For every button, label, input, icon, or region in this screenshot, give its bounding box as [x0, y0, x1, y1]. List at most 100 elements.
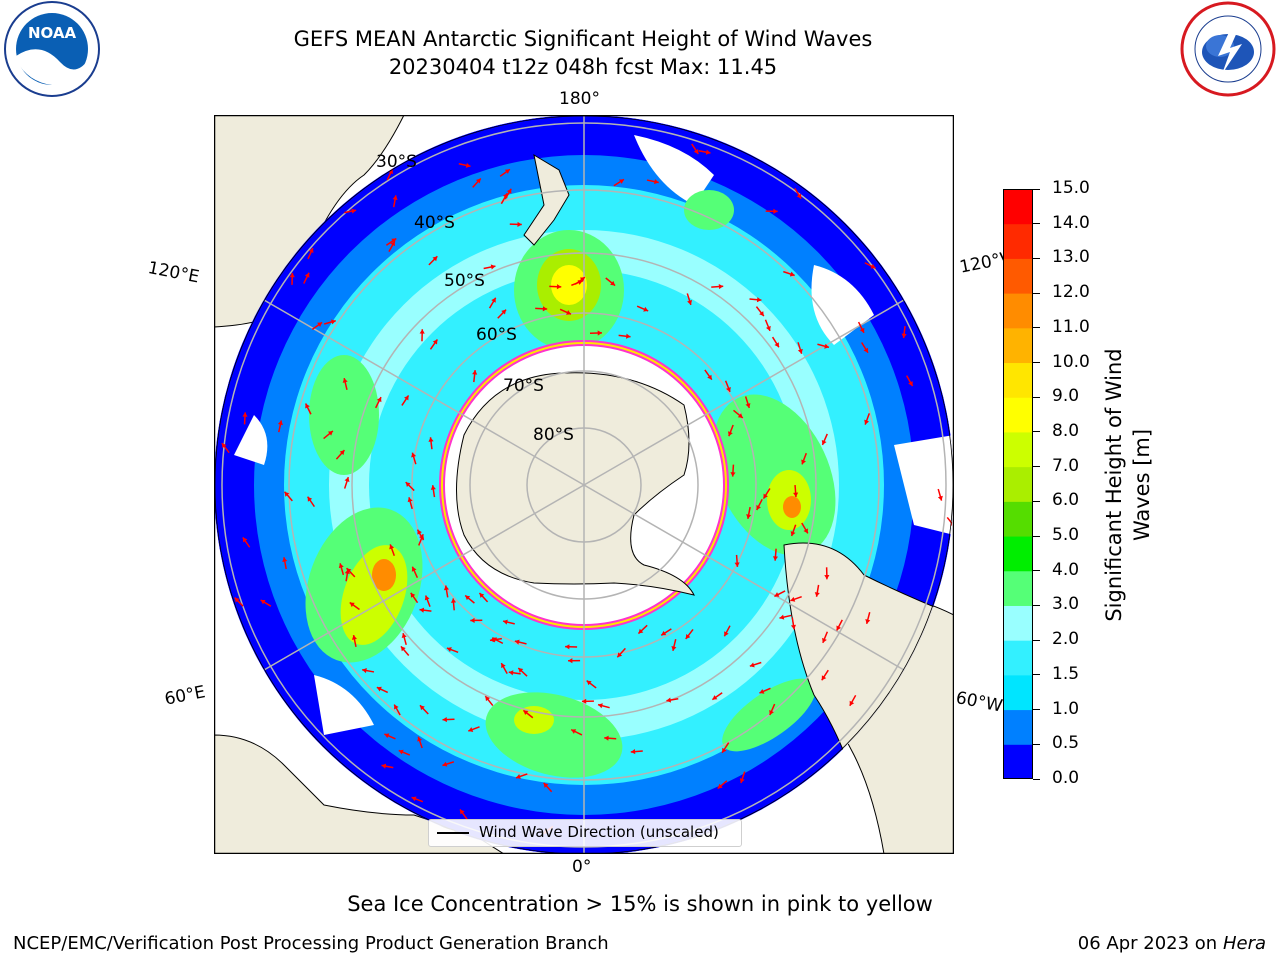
colorbar-tick-label: 6.0 — [1052, 490, 1080, 511]
colorbar-tick-mark — [1033, 327, 1040, 329]
colorbar-segment — [1003, 570, 1033, 606]
lat-label-30s: 30°S — [376, 152, 417, 172]
wind-arrow-head — [734, 562, 740, 567]
colorbar-tick-label: 12.0 — [1052, 282, 1090, 303]
wind-arrow-head — [565, 644, 570, 650]
date-machine: Hera — [1222, 933, 1266, 954]
wind-arrow-head — [277, 420, 283, 426]
colorbar-tick-mark — [1033, 709, 1040, 711]
wind-arrow-head — [514, 639, 520, 645]
colorbar-segment — [1003, 362, 1033, 398]
lat-label-50s: 50°S — [444, 271, 485, 291]
wind-arrow-head — [485, 696, 491, 702]
wind-arrow-head — [351, 208, 357, 214]
wind-arrow-head — [727, 431, 733, 437]
wind-arrow-head — [417, 529, 422, 535]
wind-arrow-head — [630, 749, 636, 755]
lon-label-0: 0° — [572, 857, 592, 877]
wind-arrow-head — [424, 595, 430, 601]
wind-arrow-head — [381, 763, 387, 769]
wind-arrow-head — [339, 450, 345, 456]
wind-arrow-head — [773, 208, 778, 214]
colorbar-label: Significant Height of Wind Waves [m] — [1100, 348, 1156, 621]
wind-arrow-head — [503, 619, 508, 625]
wind-arrow-head — [411, 566, 417, 572]
colorbar-segment — [1003, 709, 1033, 745]
wind-arrow-head — [730, 472, 736, 477]
wind-arrow-head — [789, 271, 795, 277]
colorbar-tick-label: 8.0 — [1052, 420, 1080, 441]
map-frame — [214, 115, 954, 854]
wind-arrow-head — [407, 497, 413, 503]
wind-arrow-head — [411, 796, 417, 802]
new-zealand-land — [523, 153, 570, 246]
wind-arrow-head — [344, 477, 350, 482]
wind-arrow-head — [774, 342, 779, 348]
wind-arrow-head — [685, 633, 691, 639]
wind-arrow-head — [405, 482, 411, 487]
colorbar-tick-mark — [1033, 431, 1040, 433]
wind-arrow-head — [470, 617, 475, 623]
wind-arrow-head — [779, 614, 785, 620]
wind-arrow-head — [597, 330, 602, 336]
lat-label-60s: 60°S — [476, 325, 517, 345]
noaa-logo-icon: NOAA — [4, 1, 100, 97]
wind-arrow-head — [568, 658, 573, 664]
wind-arrow-head — [400, 646, 406, 652]
wind-arrow-head — [398, 749, 404, 755]
wind-arrow-head — [430, 485, 436, 490]
wind-arrow-head — [581, 698, 587, 704]
wind-arrow-head — [803, 528, 808, 534]
wind-arrow-head — [543, 782, 549, 788]
colorbar-tick-label: 3.0 — [1052, 594, 1080, 615]
wind-arrow-head — [724, 631, 729, 637]
wind-arrow-head — [693, 148, 699, 154]
wind-arrow-head — [759, 688, 765, 694]
wind-arrow-head — [460, 809, 465, 815]
wind-arrow-head — [556, 284, 562, 290]
colorbar-tick-mark — [1033, 223, 1040, 225]
wind-arrow-head — [763, 493, 768, 499]
wind-arrow-head — [443, 585, 449, 591]
wind-arrow-head — [391, 238, 397, 244]
wind-arrow-head — [661, 630, 667, 636]
wind-arrow-head — [765, 325, 771, 331]
wind-arrow-head — [346, 568, 352, 574]
wind-arrow-head — [260, 600, 266, 605]
wind-arrow-head — [772, 556, 779, 561]
nws-logo-icon — [1180, 1, 1276, 97]
wind-arrow-head — [417, 736, 423, 742]
colorbar-tick-mark — [1033, 396, 1040, 398]
wind-arrow-head — [756, 504, 761, 510]
wind-arrow-head — [849, 700, 855, 706]
lon-label-120e: 120°E — [146, 258, 201, 288]
colorbar-label-line1: Significant Height of Wind — [1102, 348, 1126, 622]
wind-arrow-head — [289, 272, 295, 278]
wind-arrow-head — [542, 306, 548, 312]
wind-arrow-head — [790, 624, 797, 630]
legend-label: Wind Wave Direction (unscaled) — [479, 823, 719, 841]
colorbar-tick-label: 10.0 — [1052, 351, 1090, 372]
wind-arrow-head — [432, 339, 438, 345]
colorbar-tick-label: 13.0 — [1052, 247, 1090, 268]
wind-arrow-head — [824, 343, 830, 349]
wind-arrow-head — [671, 646, 677, 651]
wind-arrow-head — [410, 592, 416, 598]
wind-arrow-head — [242, 537, 248, 543]
wind-arrow-head — [814, 592, 820, 597]
wind-arrow-head — [722, 747, 727, 753]
wind-arrow-head — [617, 652, 623, 658]
colorbar-tick-label: 1.0 — [1052, 698, 1080, 719]
colorbar-tick-mark — [1033, 570, 1040, 572]
wind-arrow-head — [737, 413, 743, 418]
wind-arrow-head — [465, 162, 471, 168]
lat-label-80s: 80°S — [533, 425, 574, 445]
colorbar-tick-mark — [1033, 188, 1040, 190]
wind-arrow-head — [759, 311, 764, 317]
wind-arrow-head — [793, 492, 799, 497]
chart-subtitle: 20230404 t12z 048h fcst Max: 11.45 — [388, 55, 778, 79]
wind-arrow-head — [718, 283, 724, 290]
wind-arrow-head — [687, 300, 693, 305]
wind-arrow-head — [937, 495, 943, 501]
wind-arrow-head — [330, 319, 336, 325]
